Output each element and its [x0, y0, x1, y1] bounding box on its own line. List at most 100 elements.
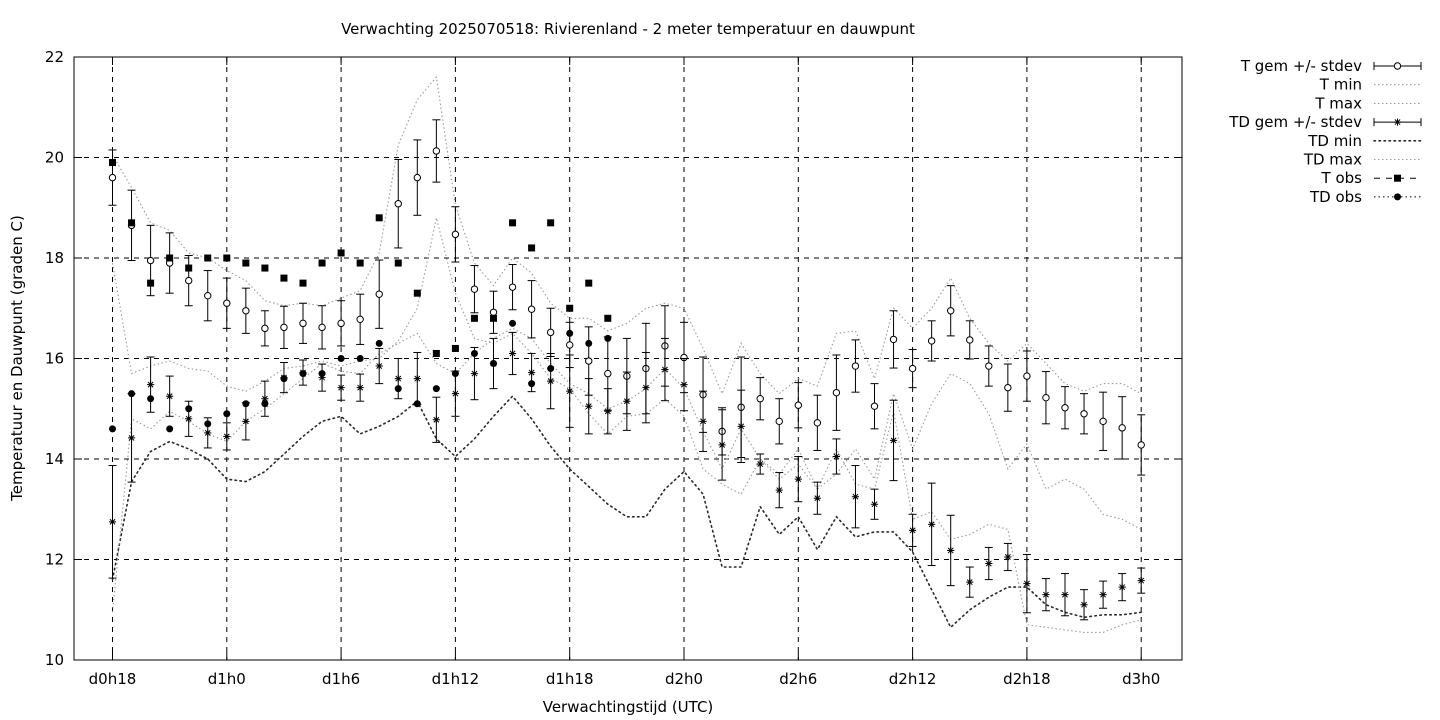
- y-tick-label: 10: [45, 651, 64, 669]
- t-mean-point: [432, 147, 441, 155]
- td-mean-point: [1118, 583, 1126, 591]
- td-mean-point: [642, 384, 650, 392]
- td-mean-point: [680, 381, 688, 389]
- t-mean-point: [337, 319, 345, 328]
- td-obs-point: [223, 410, 231, 418]
- td-obs-point: [318, 370, 326, 378]
- td-mean-point: [1099, 591, 1107, 599]
- td-obs-point: [109, 425, 116, 433]
- t-obs-point: [299, 279, 307, 287]
- x-tick-label: d0h18: [89, 670, 137, 688]
- t-obs-point: [394, 259, 402, 267]
- t-mean-point: [947, 307, 955, 315]
- td-mean-point: [1004, 553, 1012, 561]
- legend-label: TD max: [1303, 151, 1362, 169]
- x-axis-label: Verwachtingstijd (UTC): [543, 698, 714, 716]
- td-mean-point: [451, 390, 459, 398]
- td-mean-point: [623, 397, 631, 405]
- x-tick-label: d2h12: [889, 670, 937, 688]
- t-mean-point: [204, 291, 212, 300]
- x-tick-label: d1h12: [432, 670, 480, 688]
- t-obs-point: [509, 219, 517, 227]
- t-obs-point: [585, 279, 593, 287]
- t-mean-point: [394, 200, 402, 208]
- y-tick-label: 14: [45, 450, 64, 468]
- legend-label: TD obs: [1309, 188, 1362, 206]
- td-obs-point: [528, 380, 536, 388]
- legend-marker: [1393, 62, 1402, 70]
- series-layer: [108, 75, 1146, 633]
- td-mean-point: [375, 362, 383, 370]
- td-mean-point: [832, 452, 840, 461]
- t-mean-point: [966, 336, 974, 344]
- td-obs-point: [337, 355, 345, 362]
- td-mean-point: [985, 559, 993, 568]
- td-obs-point: [432, 385, 440, 393]
- t-max-line: [112, 75, 1142, 396]
- td-obs-point: [261, 400, 269, 408]
- x-tick-label: d1h18: [546, 670, 594, 688]
- t-mean-point: [1118, 424, 1126, 432]
- chart-title: Verwachting 2025070518: Rivierenland - 2…: [341, 20, 915, 38]
- td-max-line: [111, 327, 1142, 633]
- t-obs-point: [242, 259, 250, 267]
- td-mean-point: [1080, 601, 1088, 609]
- td-obs-point: [604, 334, 612, 342]
- legend-marker: [1394, 174, 1401, 182]
- t-mean-point: [508, 283, 517, 291]
- legend-label: T obs: [1321, 169, 1363, 187]
- grid-lines: [74, 57, 1182, 660]
- td-mean-point: [909, 526, 917, 534]
- td-obs-point: [547, 365, 555, 373]
- td-obs-point: [185, 405, 193, 413]
- t-mean-point: [318, 323, 326, 332]
- t-mean-point: [813, 419, 822, 427]
- t-obs-point: [128, 219, 136, 227]
- t-mean-point: [870, 402, 879, 410]
- t-mean-point: [756, 395, 764, 403]
- t-obs-point: [432, 349, 440, 357]
- td-mean-point: [242, 417, 250, 425]
- t-mean-point: [261, 324, 269, 333]
- td-mean-point: [432, 416, 440, 424]
- td-obs-point: [166, 425, 174, 433]
- t-obs-point: [356, 259, 364, 267]
- t-mean-point: [1023, 372, 1031, 380]
- axis-ticks: 10 12 14 16 18 20 22 d0h18 d1h0 d1h6 d1h12 d1h18 d2h…: [45, 48, 1182, 688]
- td-mean-point: [508, 349, 517, 358]
- t-mean-point: [108, 173, 117, 182]
- y-tick-label: 18: [45, 249, 64, 267]
- t-obs-point: [147, 279, 155, 287]
- td-obs-point: [204, 420, 212, 428]
- t-mean-point: [1042, 393, 1050, 402]
- t-mean-point: [832, 388, 841, 397]
- legend-label: TD gem +/- stdev: [1228, 113, 1362, 131]
- t-obs-point: [261, 264, 269, 272]
- t-obs-point: [185, 264, 193, 272]
- td-mean-point: [889, 436, 898, 445]
- t-mean-point: [889, 335, 898, 344]
- td-mean-point: [1137, 577, 1145, 585]
- x-tick-label: d1h0: [208, 670, 246, 688]
- y-tick-label: 12: [45, 551, 64, 569]
- t-mean-point: [1099, 417, 1107, 426]
- td-mean-point: [337, 384, 345, 392]
- t-mean-point: [146, 256, 155, 265]
- td-obs-point: [242, 400, 250, 408]
- t-mean-point: [356, 315, 364, 324]
- t-mean-point: [546, 328, 555, 337]
- td-mean-point: [851, 493, 860, 501]
- td-mean-point: [928, 520, 936, 528]
- td-mean-point: [870, 500, 879, 508]
- td-obs-point: [451, 370, 459, 378]
- t-mean-point: [489, 308, 498, 316]
- td-obs-point: [509, 319, 517, 327]
- td-mean-point: [585, 402, 593, 410]
- t-mean-point: [604, 369, 612, 378]
- x-tick-label: d2h6: [779, 670, 817, 688]
- td-mean-point: [813, 494, 821, 502]
- x-tick-label: d1h6: [322, 670, 360, 688]
- t-obs-point: [375, 214, 383, 222]
